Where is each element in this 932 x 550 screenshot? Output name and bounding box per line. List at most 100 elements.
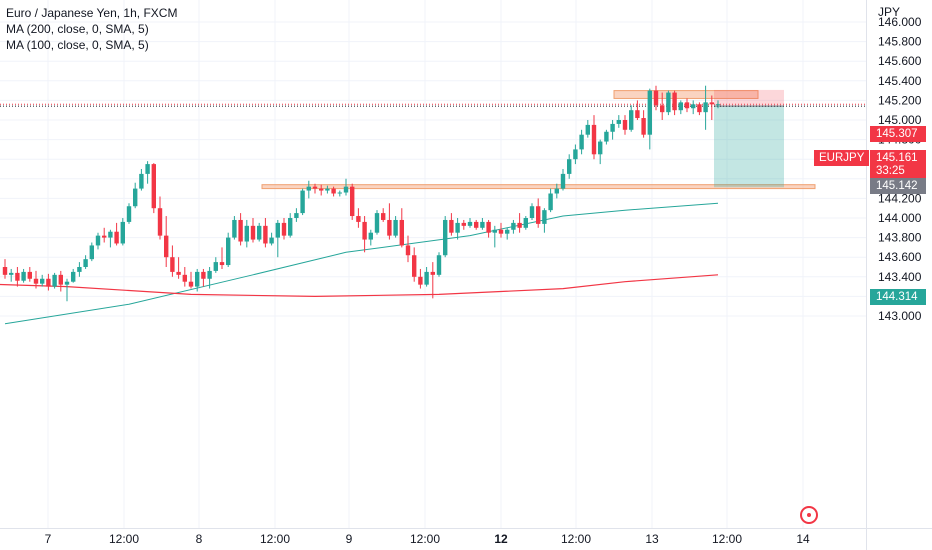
candle-body [523, 218, 528, 228]
candle-body [126, 206, 132, 222]
candle-body [114, 231, 119, 244]
candle-body [647, 90, 652, 135]
candle-body [567, 159, 572, 174]
candle-body [362, 221, 367, 240]
candle-body [89, 245, 94, 260]
candle-body [213, 262, 218, 271]
y-tick-label: 144.000 [878, 211, 922, 225]
candle-body [529, 206, 535, 218]
x-tick-label: 12:00 [410, 532, 440, 546]
candle-body [207, 270, 212, 279]
candle-body [145, 164, 150, 174]
candle-body [77, 267, 82, 272]
candle-body [343, 186, 349, 193]
y-tick-label: 143.400 [878, 270, 922, 284]
candle-body [133, 188, 138, 207]
legend-ma100[interactable]: MA (100, close, 0, SMA, 5) [6, 38, 149, 52]
candle-body [21, 271, 26, 281]
candle-body [151, 164, 156, 209]
candle-body [275, 222, 280, 238]
candle-body [653, 90, 659, 106]
candle-body [58, 274, 63, 285]
candle-body [492, 229, 497, 233]
candle-body [517, 222, 522, 228]
candle-body [585, 124, 590, 135]
candle-body [461, 222, 466, 226]
x-tick-label: 14 [796, 532, 810, 546]
candle-body [387, 219, 392, 236]
candle-body [188, 281, 194, 287]
x-tick-label: 9 [346, 532, 353, 546]
candle-body [238, 219, 243, 242]
x-tick-label: 12:00 [109, 532, 139, 546]
candle-body [697, 104, 702, 113]
candle-body [71, 271, 76, 282]
candle-body [436, 255, 442, 275]
candle-body [660, 105, 665, 113]
candle-body [635, 110, 640, 119]
position-stop-area [714, 89, 784, 107]
candle-body [64, 281, 70, 285]
candle-body [399, 219, 404, 246]
x-tick-label: 12 [494, 532, 508, 546]
candle-body [102, 235, 107, 238]
candle-body [560, 173, 566, 189]
supply-demand-zone [261, 184, 816, 190]
legend-ma200[interactable]: MA (200, close, 0, SMA, 5) [6, 22, 149, 36]
candle-body [40, 278, 45, 284]
position-target-area [714, 106, 784, 188]
supply-demand-zone [613, 90, 759, 99]
candle-body [46, 278, 51, 287]
candle-body [672, 92, 677, 111]
candle-body [424, 271, 429, 285]
candle-body [381, 213, 386, 220]
candle-body [201, 271, 206, 279]
candle-body [331, 188, 336, 194]
candle-body [393, 219, 398, 236]
y-tick-label: 143.000 [878, 309, 922, 323]
candle-body [368, 232, 373, 240]
candle-body [356, 216, 361, 222]
candle-body [2, 267, 8, 275]
y-tick-label: 146.000 [878, 15, 922, 29]
candle-body [195, 271, 200, 287]
candle-body [312, 186, 318, 189]
candle-body [257, 225, 262, 240]
legend-title[interactable]: Euro / Japanese Yen, 1h, FXCM [6, 6, 178, 20]
candle-body [405, 245, 411, 256]
target-icon[interactable] [800, 506, 818, 524]
candle-body [319, 188, 324, 191]
candle-body [244, 225, 249, 242]
bar-countdown: 33:25 [870, 163, 926, 179]
candle-body [591, 124, 597, 155]
candle-body [536, 206, 541, 224]
candle-body [604, 131, 609, 142]
candle-body [678, 102, 683, 111]
candle-body [182, 274, 187, 282]
candle-body [703, 102, 708, 113]
y-tick-label: 144.200 [878, 191, 922, 205]
stop-loss-price-label: 145.307 [870, 126, 926, 142]
candle-body [9, 272, 14, 275]
y-tick-label: 145.800 [878, 35, 922, 49]
candle-body [108, 231, 113, 238]
y-tick-label: 143.600 [878, 250, 922, 264]
candle-body [139, 173, 144, 189]
chart-legend: Euro / Japanese Yen, 1h, FXCM MA (200, c… [6, 5, 177, 53]
candle-body [219, 262, 225, 266]
candle-body [684, 102, 690, 109]
candle-body [157, 208, 163, 236]
candle-body [542, 210, 547, 224]
candle-body [486, 221, 491, 233]
candle-body [418, 276, 423, 285]
x-tick-label: 13 [645, 532, 659, 546]
candle-body [573, 149, 578, 160]
candle-body [306, 186, 311, 191]
candle-body [691, 104, 696, 109]
candle-body [622, 120, 628, 130]
candle-body [176, 271, 181, 275]
candle-body [300, 190, 305, 214]
candle-body [629, 110, 634, 130]
candle-body [337, 192, 342, 194]
